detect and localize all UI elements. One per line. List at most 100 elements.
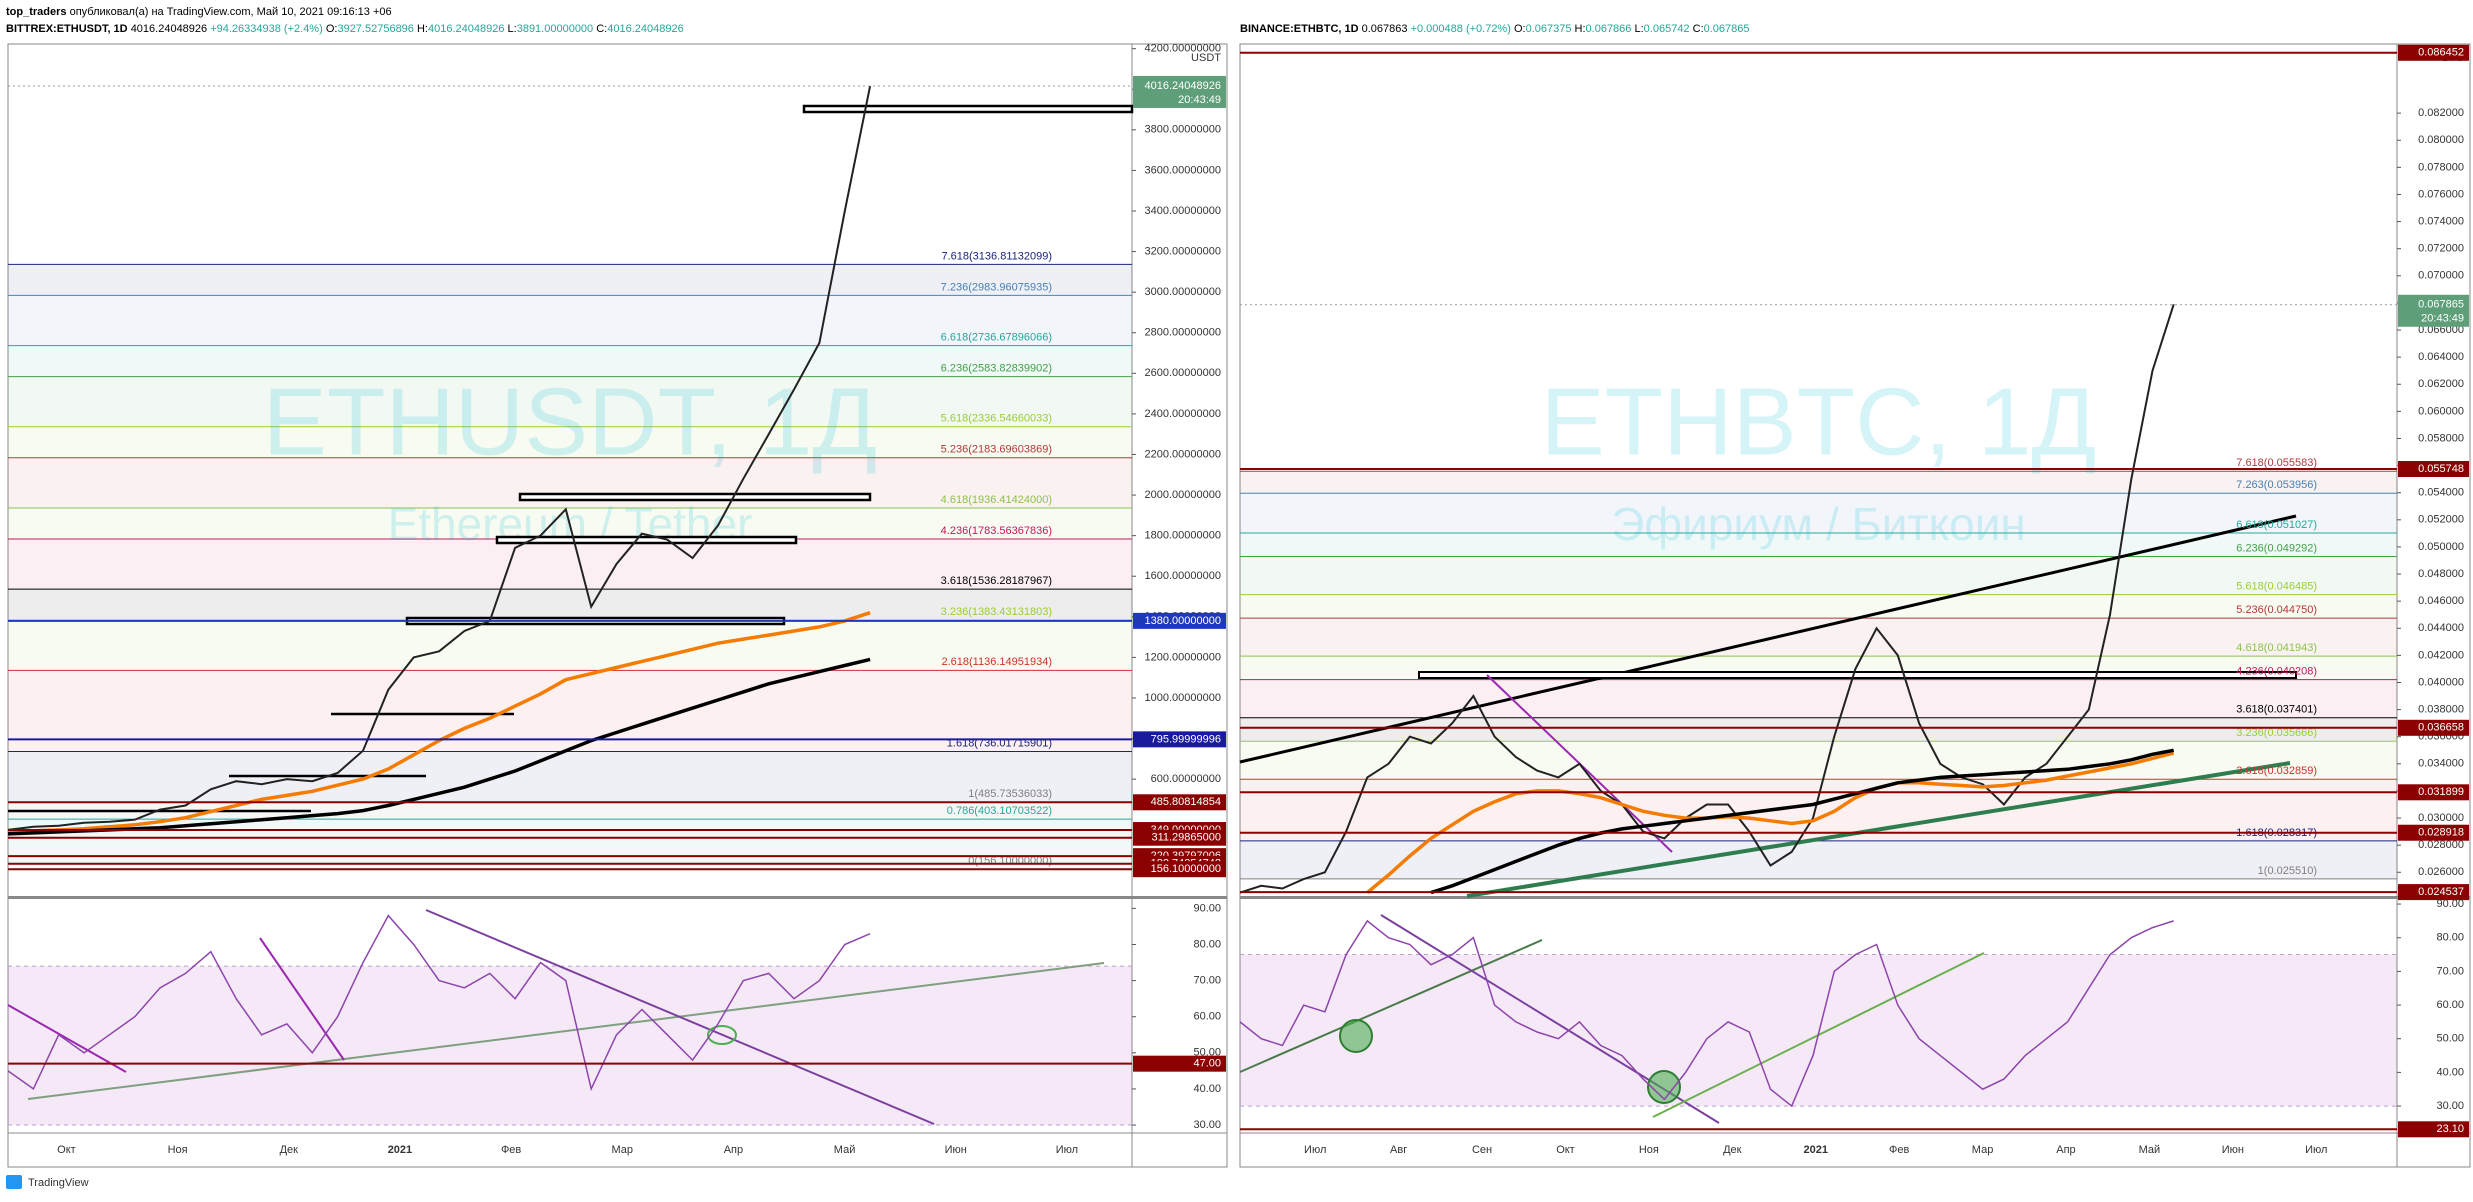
price-badge-label: 485.80814854	[1151, 796, 1221, 808]
x-tick-label: Ноя	[168, 1144, 188, 1156]
level-label: 0.786(403.10703522)	[947, 805, 1052, 817]
y-tick-label: 0.070000	[2418, 270, 2464, 282]
x-tick-label: Май	[834, 1144, 856, 1156]
plot-frame	[7, 43, 1228, 1168]
last-price-label: 4016.24048926	[1145, 80, 1221, 92]
last-price-badge	[1133, 75, 1226, 108]
y-tick-label: 2200.00000000	[1145, 448, 1221, 460]
rsi-y-tick-label: 70.00	[2436, 965, 2464, 977]
ohlc-key: O:	[1514, 23, 1526, 35]
rsi-y-tick-label: 80.00	[1193, 938, 1221, 950]
level-band	[1240, 471, 2397, 494]
level-band	[1240, 679, 2397, 718]
price-badge-label: 0.036658	[2418, 722, 2464, 734]
y-tick-label: 1200.00000000	[1145, 651, 1221, 663]
price-badge	[2398, 719, 2469, 736]
level-label: 1.618(736.01715901)	[947, 737, 1052, 749]
author: top_traders	[6, 6, 67, 18]
y-tick-label: 2000.00000000	[1145, 489, 1221, 501]
y-tick-label: 0.076000	[2418, 188, 2464, 200]
level-label: 2.618(1136.14951934)	[941, 656, 1052, 668]
box	[518, 492, 872, 502]
price-series	[1366, 751, 2175, 894]
price-badge-label: 0.028918	[2418, 827, 2464, 839]
brand: TradingView	[28, 1177, 89, 1189]
symbol: BINANCE:ETHBTC, 1D	[1240, 23, 1359, 35]
change: +0.000488 (+0.72%)	[1411, 23, 1511, 35]
level-label: 4.236(0.040208)	[2236, 666, 2317, 678]
x-tick-label: Окт	[57, 1144, 76, 1156]
x-tick-label: Окт	[1556, 1144, 1575, 1156]
y-tick-label: 0.072000	[2418, 243, 2464, 255]
level-band	[1240, 779, 2397, 841]
level-label: 7.618(0.055583)	[2236, 457, 2317, 469]
y-tick-label: 0.046000	[2418, 595, 2464, 607]
price-series	[7, 657, 871, 836]
price-badge-label: 1380.00000000	[1145, 615, 1221, 627]
level-label: 4.618(0.041943)	[2236, 642, 2317, 654]
rsi-y-tick-label: 90.00	[2436, 898, 2464, 910]
x-tick-label: Сен	[1472, 1144, 1492, 1156]
rsi-price-label: 23.10	[2436, 1123, 2464, 1135]
level-band	[1240, 533, 2397, 557]
x-tick-label: Июн	[945, 1144, 967, 1156]
level-label: 6.236(0.049292)	[2236, 542, 2317, 554]
price-badge-label: 0.024537	[2418, 886, 2464, 898]
y-tick-label: 0.066000	[2418, 324, 2464, 336]
price-badge	[1133, 731, 1226, 748]
x-tick-label: Ноя	[1639, 1144, 1659, 1156]
price-badge-label: 156.10000000	[1151, 863, 1221, 875]
x-tick-label: Июн	[2222, 1144, 2244, 1156]
foreground-layer: BITTREX:ETHUSDT, 1D 4016.24048926 +94.26…	[6, 23, 2469, 1156]
rsi-price-badge	[2398, 1121, 2469, 1138]
level-label: 3.236(0.035666)	[2236, 727, 2317, 739]
marker	[1647, 1070, 1681, 1104]
level-label: 7.236(2983.96075935)	[941, 281, 1052, 293]
y-tick-label: 2400.00000000	[1145, 408, 1221, 420]
currency: USDT	[1191, 52, 1221, 64]
level-band	[8, 620, 1132, 671]
y-tick-label: 0.042000	[2418, 649, 2464, 661]
level-label: 4.236(1783.56367836)	[941, 525, 1052, 537]
trendline	[259, 937, 345, 1061]
x-tick-label: Июл	[1304, 1144, 1326, 1156]
marker	[1339, 1019, 1373, 1053]
ohlc-value: 0.065742	[1644, 23, 1690, 35]
box	[802, 104, 1134, 114]
price-badge-label: 0.031899	[2418, 786, 2464, 798]
y-tick-label: 0.052000	[2418, 514, 2464, 526]
rsi-band	[8, 966, 1132, 1126]
price-badge	[1133, 612, 1226, 629]
price-badge-label: 0.086452	[2418, 47, 2464, 59]
level-band	[8, 670, 1132, 752]
x-tick-label: Авг	[1390, 1144, 1407, 1156]
ohlc-key: C:	[1693, 23, 1704, 35]
price-badge	[2398, 784, 2469, 801]
x-tick-label: 2021	[388, 1144, 412, 1156]
level-band	[8, 819, 1132, 870]
rsi-y-tick-label: 50.00	[2436, 1033, 2464, 1045]
price-badge	[2398, 824, 2469, 841]
last-price-time: 20:43:49	[2421, 313, 2464, 325]
last-price-label: 0.067865	[2418, 299, 2464, 311]
last-price-badge	[2398, 294, 2469, 327]
y-tick-label: 1800.00000000	[1145, 530, 1221, 542]
y-tick-label: 2800.00000000	[1145, 327, 1221, 339]
watermark-sub: Эфириум / Биткоин	[1611, 498, 2026, 550]
trendline	[7, 1004, 127, 1073]
level-band	[8, 345, 1132, 377]
y-tick-label: 0.048000	[2418, 568, 2464, 580]
price-badge	[2398, 461, 2469, 478]
y-tick-label: 0.050000	[2418, 541, 2464, 553]
level-band	[1240, 717, 2397, 742]
price-series	[1239, 303, 2175, 894]
level-label: 1(485.73536033)	[968, 788, 1052, 800]
rsi-y-tick-label: 80.00	[2436, 932, 2464, 944]
level-band	[1240, 741, 2397, 780]
level-band	[1240, 493, 2397, 534]
marker	[707, 1025, 737, 1045]
rsi-line	[1239, 919, 2174, 1108]
plot-frame	[1239, 43, 2471, 1168]
price-series	[1430, 748, 2175, 895]
level-band	[8, 264, 1132, 296]
